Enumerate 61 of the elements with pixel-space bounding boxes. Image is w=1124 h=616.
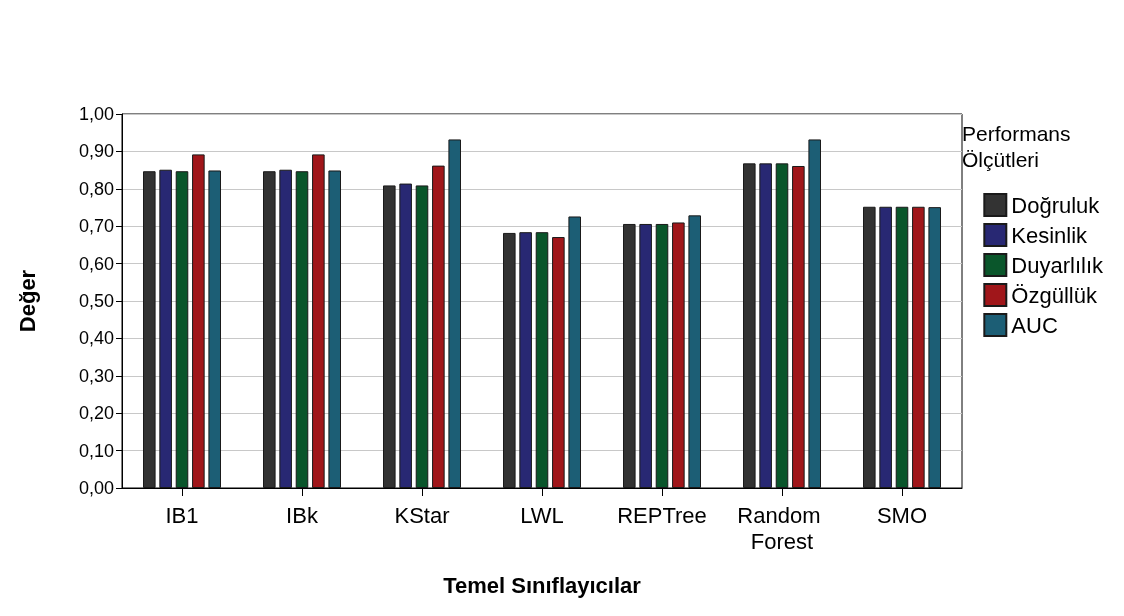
bar <box>568 216 581 488</box>
legend-title: Performans Ölçütleri <box>962 121 1077 171</box>
y-tick-label: 0,50 <box>78 291 114 311</box>
bar <box>895 206 909 488</box>
bar <box>328 170 341 488</box>
bar <box>688 215 701 488</box>
bar <box>792 165 805 488</box>
legend-label: Doğruluk <box>1011 192 1101 218</box>
bar <box>159 169 172 488</box>
y-tick-label: 0,40 <box>78 328 114 349</box>
bar <box>143 171 156 488</box>
x-tick-label: LWL <box>520 502 564 528</box>
x-tick-label: IB1 <box>165 502 199 528</box>
bar <box>175 171 189 488</box>
y-tick-label: 0,00 <box>78 478 114 498</box>
y-tick-label: 0,80 <box>78 178 114 199</box>
bar <box>535 232 549 488</box>
bar <box>743 163 756 488</box>
bar <box>399 183 412 488</box>
bar <box>552 237 565 488</box>
bar <box>448 139 461 488</box>
y-tick-label: 0,70 <box>78 216 114 237</box>
y-tick-label: 0,30 <box>78 365 114 386</box>
y-tick-label: 0,20 <box>78 403 114 424</box>
y-tick-label: 1,00 <box>78 104 114 124</box>
bar <box>672 222 685 488</box>
bar <box>503 232 516 488</box>
x-tick-label: IBk <box>286 502 319 528</box>
bar <box>383 185 396 488</box>
bar <box>808 139 821 488</box>
legend-label: Kesinlik <box>1011 222 1089 248</box>
x-tick-label: Random Forest <box>737 502 827 554</box>
x-tick-label: REPTree <box>617 502 707 528</box>
bar <box>192 154 205 488</box>
y-tick-label: 0,90 <box>78 141 114 162</box>
bar <box>863 206 876 488</box>
bar <box>775 163 789 488</box>
bar <box>639 223 652 488</box>
legend-label: AUC <box>1011 312 1058 338</box>
bar <box>655 223 669 488</box>
bar <box>295 171 309 488</box>
bar <box>928 207 941 488</box>
y-tick-label: 0,10 <box>78 440 114 461</box>
bar <box>312 154 325 488</box>
bar <box>623 223 636 488</box>
bar <box>879 206 892 488</box>
bar <box>263 171 276 488</box>
bar <box>759 163 772 488</box>
bar <box>279 169 292 488</box>
legend-label: Özgüllük <box>1011 282 1098 308</box>
bar <box>912 206 925 488</box>
bar <box>415 185 429 488</box>
x-axis-title: Temel Sınıflayıcılar <box>443 572 642 598</box>
x-tick-label: KStar <box>394 502 450 528</box>
y-axis-title: Değer <box>14 269 40 333</box>
x-tick-label: SMO <box>876 502 928 528</box>
bar <box>519 232 532 488</box>
bar <box>208 170 221 488</box>
bar <box>432 165 445 488</box>
y-tick-label: 0,60 <box>78 253 114 274</box>
legend-label: Duyarlılık <box>1011 252 1104 278</box>
